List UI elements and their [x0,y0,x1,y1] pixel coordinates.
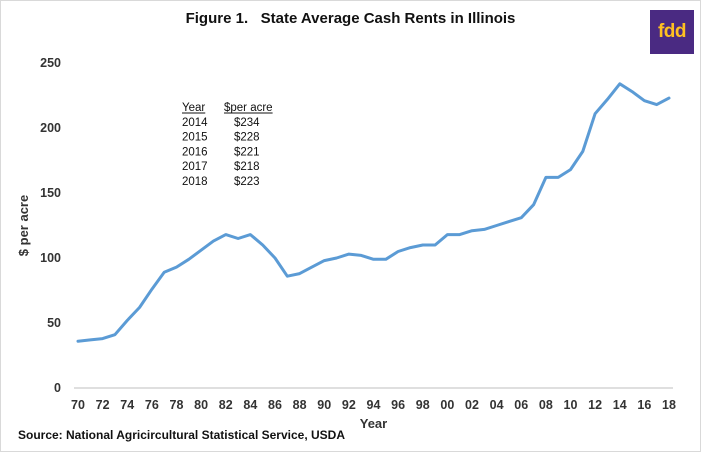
inset-table-year: 2014 [182,117,208,129]
source-note: Source: National Agricircultural Statist… [18,428,345,442]
x-tick-label: 00 [440,398,454,412]
x-tick-label: 18 [662,398,676,412]
inset-table-value: $221 [234,146,260,158]
y-tick-label: 50 [47,316,61,330]
inset-table-year: 2016 [182,146,208,158]
x-tick-label: 98 [416,398,430,412]
inset-table-header: $per acre [224,102,273,114]
inset-table: Year $per acre 2014 $234 2015 $228 2016 $221 201… [182,102,273,188]
x-tick-label: 70 [71,398,85,412]
inset-table-year: 2015 [182,132,208,144]
x-tick-label: 88 [293,398,307,412]
x-tick-label: 02 [465,398,479,412]
x-tick-label: 92 [342,398,356,412]
x-tick-label: 94 [367,398,381,412]
inset-table-value: $228 [234,132,260,144]
x-tick-label: 90 [317,398,331,412]
y-tick-label: 100 [40,251,61,265]
inset-table-year: 2018 [182,176,208,188]
x-tick-label: 06 [514,398,528,412]
fdd-logo: fdd [650,10,694,54]
x-tick-label: 12 [588,398,602,412]
x-axis-ticks: 70 72 74 76 78 80 82 84 86 88 90 92 94 96 98 00 02 04 06 08… [71,398,676,412]
x-tick-label: 86 [268,398,282,412]
inset-table-value: $234 [234,117,260,129]
y-tick-label: 0 [54,381,61,395]
series-line-cash-rent [76,82,671,343]
x-tick-label: 10 [564,398,578,412]
x-tick-label: 78 [170,398,184,412]
y-tick-label: 250 [40,56,61,70]
y-axis-label: $ per acre [16,195,31,256]
x-tick-label: 84 [243,398,257,412]
y-tick-label: 150 [40,186,61,200]
x-tick-label: 74 [120,398,134,412]
x-tick-label: 08 [539,398,553,412]
y-axis-ticks: 0 50 100 150 200 250 [40,56,61,395]
x-tick-label: 96 [391,398,405,412]
y-tick-label: 200 [40,121,61,135]
x-tick-label: 04 [490,398,504,412]
chart-title: Figure 1. State Average Cash Rents in Il… [185,10,516,27]
x-axis-label: Year [360,416,387,431]
x-tick-label: 80 [194,398,208,412]
x-tick-label: 72 [96,398,110,412]
x-tick-label: 82 [219,398,233,412]
x-tick-label: 16 [637,398,651,412]
inset-table-header: Year [182,102,205,114]
inset-table-value: $218 [234,161,260,173]
inset-table-year: 2017 [182,161,208,173]
x-tick-label: 76 [145,398,159,412]
x-tick-label: 14 [613,398,627,412]
inset-table-value: $223 [234,176,260,188]
